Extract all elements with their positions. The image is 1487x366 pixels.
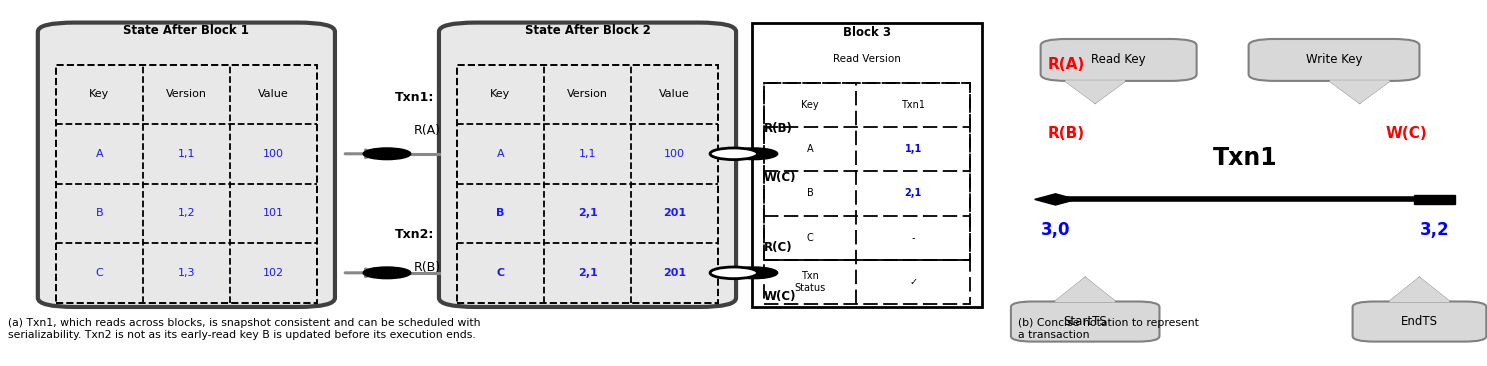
Text: Version: Version	[567, 89, 608, 99]
Text: 100: 100	[665, 149, 686, 159]
Bar	[741, 150, 763, 157]
Text: C: C	[806, 233, 813, 243]
Text: 2,1: 2,1	[577, 208, 598, 218]
Text: 1,1: 1,1	[904, 144, 922, 154]
Text: B: B	[497, 208, 504, 218]
Text: Key: Key	[89, 89, 110, 99]
Bar	[763, 83, 970, 304]
Text: B: B	[806, 188, 813, 198]
Text: R(A): R(A)	[1048, 57, 1086, 72]
Text: A: A	[807, 144, 813, 154]
Text: R(B): R(B)	[413, 261, 440, 274]
Text: A: A	[497, 149, 504, 159]
Polygon shape	[1035, 194, 1077, 205]
Polygon shape	[1329, 81, 1389, 103]
FancyBboxPatch shape	[1249, 39, 1420, 81]
Text: C: C	[95, 268, 103, 278]
Text: Value: Value	[659, 89, 690, 99]
Bar	[457, 64, 718, 303]
Text: R(C): R(C)	[763, 241, 793, 254]
Text: 2,1: 2,1	[577, 268, 598, 278]
Text: R(B): R(B)	[1048, 126, 1086, 141]
Text: (a) Txn1, which reads across blocks, is snapshot consistent and can be scheduled: (a) Txn1, which reads across blocks, is …	[7, 318, 480, 340]
FancyBboxPatch shape	[1041, 39, 1197, 81]
Polygon shape	[1056, 278, 1115, 302]
Text: 1,1: 1,1	[578, 149, 596, 159]
Text: Value: Value	[259, 89, 288, 99]
Circle shape	[711, 267, 757, 279]
Bar	[55, 64, 317, 303]
Text: B: B	[95, 208, 103, 218]
Circle shape	[363, 267, 410, 279]
Text: R(A): R(A)	[413, 124, 440, 137]
Text: 1,3: 1,3	[177, 268, 195, 278]
Text: R(B): R(B)	[763, 122, 793, 135]
FancyBboxPatch shape	[1011, 302, 1160, 341]
Text: -: -	[912, 233, 915, 243]
Text: Version: Version	[167, 89, 207, 99]
FancyBboxPatch shape	[1353, 302, 1487, 341]
Text: Txn1:: Txn1:	[394, 91, 434, 104]
Bar	[763, 83, 970, 260]
Text: Read Key: Read Key	[1091, 53, 1146, 67]
Text: C: C	[497, 268, 504, 278]
Text: 100: 100	[263, 149, 284, 159]
Text: Write Key: Write Key	[1306, 53, 1362, 67]
Text: 2,1: 2,1	[904, 188, 922, 198]
Text: 1,2: 1,2	[177, 208, 195, 218]
Text: 1,1: 1,1	[177, 149, 195, 159]
FancyBboxPatch shape	[37, 23, 335, 307]
Text: Key: Key	[491, 89, 510, 99]
Circle shape	[730, 267, 778, 279]
Circle shape	[730, 148, 778, 160]
Text: StartTS: StartTS	[1063, 315, 1106, 328]
Text: Txn1: Txn1	[1212, 146, 1277, 170]
Polygon shape	[1414, 195, 1456, 204]
Text: (b) Concise notation to represent
a transaction: (b) Concise notation to represent a tran…	[1019, 318, 1199, 340]
Text: State After Block 1: State After Block 1	[123, 25, 250, 37]
Text: Key: Key	[801, 100, 819, 110]
Text: State After Block 2: State After Block 2	[525, 25, 650, 37]
Text: 201: 201	[663, 208, 686, 218]
Text: W(C): W(C)	[763, 290, 796, 303]
Circle shape	[711, 148, 757, 160]
Text: A: A	[95, 149, 103, 159]
Text: 201: 201	[663, 268, 686, 278]
Text: Txn1: Txn1	[901, 100, 925, 110]
FancyBboxPatch shape	[439, 23, 736, 307]
Text: 3,2: 3,2	[1420, 221, 1450, 239]
Text: 3,0: 3,0	[1041, 221, 1071, 239]
Text: EndTS: EndTS	[1401, 315, 1438, 328]
Polygon shape	[1066, 81, 1126, 103]
Bar	[751, 23, 981, 307]
Circle shape	[363, 148, 410, 160]
Text: W(C): W(C)	[763, 171, 796, 184]
Text: 101: 101	[263, 208, 284, 218]
Bar	[741, 269, 763, 276]
Text: Block 3: Block 3	[843, 26, 891, 39]
Text: W(C): W(C)	[1384, 126, 1428, 141]
Text: Read Version: Read Version	[833, 53, 901, 64]
Text: 102: 102	[263, 268, 284, 278]
Text: ✓: ✓	[909, 277, 917, 287]
Text: Txn
Status: Txn Status	[794, 271, 825, 293]
Polygon shape	[1390, 278, 1450, 302]
Text: Txn2:: Txn2:	[394, 228, 434, 241]
